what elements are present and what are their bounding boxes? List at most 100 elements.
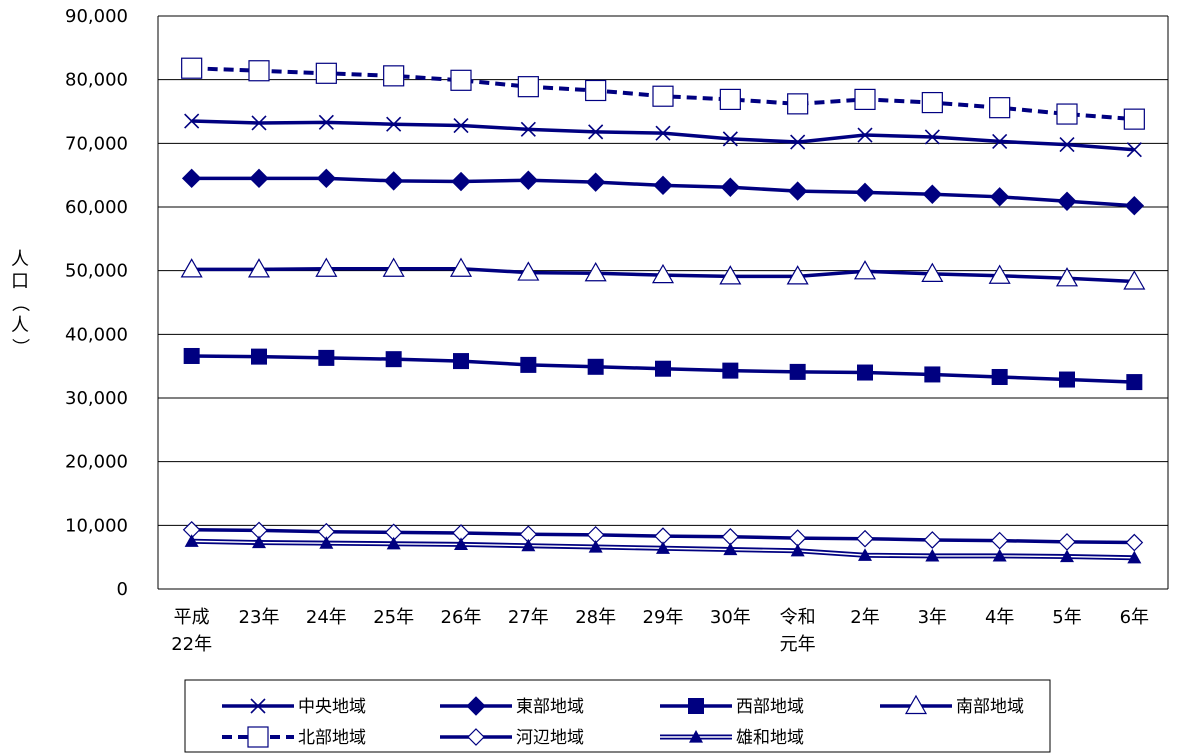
y-tick-label: 40,000 [65, 324, 128, 345]
data-point [924, 366, 941, 383]
data-point [1059, 371, 1075, 388]
data-point [1058, 533, 1076, 551]
data-point [990, 531, 1009, 550]
x-tick-label: 平成 [174, 607, 210, 628]
data-point [722, 131, 738, 147]
data-point [316, 168, 337, 189]
data-point [181, 57, 203, 79]
data-point [854, 88, 876, 111]
data-point [720, 177, 741, 197]
series-1 [181, 168, 1145, 216]
y-tick-labels: 0 10,000 20,000 30,000 40,000 50,000 60,000 70,… [65, 6, 128, 600]
y-tick-label: 60,000 [65, 197, 128, 218]
series-5 [182, 520, 1144, 552]
y-tick-label: 80,000 [65, 70, 128, 91]
data-point [588, 539, 603, 553]
x-tick-label: 25年 [373, 607, 414, 628]
data-point [787, 93, 809, 115]
legend-item: 河辺地域 [440, 728, 584, 748]
legend-box [184, 679, 1051, 753]
data-point [449, 257, 473, 277]
data-point [319, 536, 334, 549]
y-axis-label-char: 人 [11, 315, 29, 336]
series-0 [184, 113, 1142, 158]
legend-swatch-marker [688, 698, 704, 714]
x-tick-label: 30年 [710, 607, 751, 628]
data-point [853, 260, 877, 280]
data-point [857, 127, 873, 143]
data-point [652, 85, 674, 107]
data-point [1059, 137, 1075, 153]
data-point [315, 257, 338, 277]
x-tick-label: 2年 [850, 607, 879, 628]
data-point [383, 171, 404, 191]
y-axis-label-char: （ [9, 294, 30, 312]
data-point [655, 125, 671, 141]
legend-item: 南部地域 [880, 694, 1024, 717]
x-tick-label: 令和 [780, 607, 816, 628]
data-point [1127, 550, 1142, 564]
data-point [184, 534, 199, 547]
legend-label: 西部地域 [736, 697, 804, 717]
x-tick-label: 23年 [239, 607, 280, 628]
legend-swatch-marker [250, 698, 266, 714]
legend-swatch-marker [904, 694, 928, 715]
data-point [518, 170, 539, 190]
data-point [587, 358, 604, 375]
legend-label: 中央地域 [298, 697, 366, 717]
legend-item: 西部地域 [660, 697, 804, 717]
x-tick-label: 24年 [306, 607, 347, 628]
y-tick-label: 50,000 [65, 261, 128, 282]
data-point [651, 263, 675, 284]
data-point [451, 171, 471, 192]
data-point [386, 116, 402, 132]
y-axis-label-char: ） [9, 338, 30, 356]
data-point [585, 79, 607, 102]
data-point [517, 261, 540, 281]
data-point [517, 76, 539, 98]
y-tick-label: 20,000 [65, 452, 128, 473]
data-point [520, 121, 536, 137]
data-point [1126, 142, 1142, 158]
data-point [251, 348, 267, 365]
data-point [588, 124, 604, 140]
data-point [924, 129, 940, 145]
legend-label: 北部地域 [298, 728, 366, 748]
x-tick-label: 27年 [508, 607, 549, 628]
data-point [790, 543, 805, 557]
legend-label: 河辺地域 [516, 728, 584, 748]
data-point [1123, 270, 1146, 290]
data-point [790, 134, 806, 150]
data-point [656, 541, 670, 554]
data-point [988, 264, 1011, 284]
data-point [923, 531, 942, 549]
data-point [585, 172, 606, 192]
data-point [857, 364, 873, 381]
data-point [855, 182, 875, 203]
legend-swatch-marker [689, 730, 703, 743]
data-point [722, 362, 739, 379]
x-tick-label: 3年 [918, 607, 947, 628]
data-point [653, 175, 673, 196]
data-point [992, 548, 1007, 562]
series-3 [180, 257, 1146, 290]
y-tick-label: 10,000 [65, 515, 128, 536]
data-point [385, 351, 402, 368]
legend-label: 南部地域 [956, 697, 1024, 717]
data-point [184, 113, 200, 129]
y-axis-label-char: 人 [11, 249, 29, 270]
series-group [180, 57, 1146, 564]
data-point [789, 363, 806, 380]
data-point [318, 114, 334, 130]
data-point [521, 538, 536, 552]
data-point [922, 184, 943, 204]
data-point [180, 258, 203, 278]
data-point [989, 97, 1011, 119]
y-tick-label: 70,000 [65, 133, 128, 154]
data-point [1055, 267, 1079, 287]
data-point [382, 257, 405, 277]
